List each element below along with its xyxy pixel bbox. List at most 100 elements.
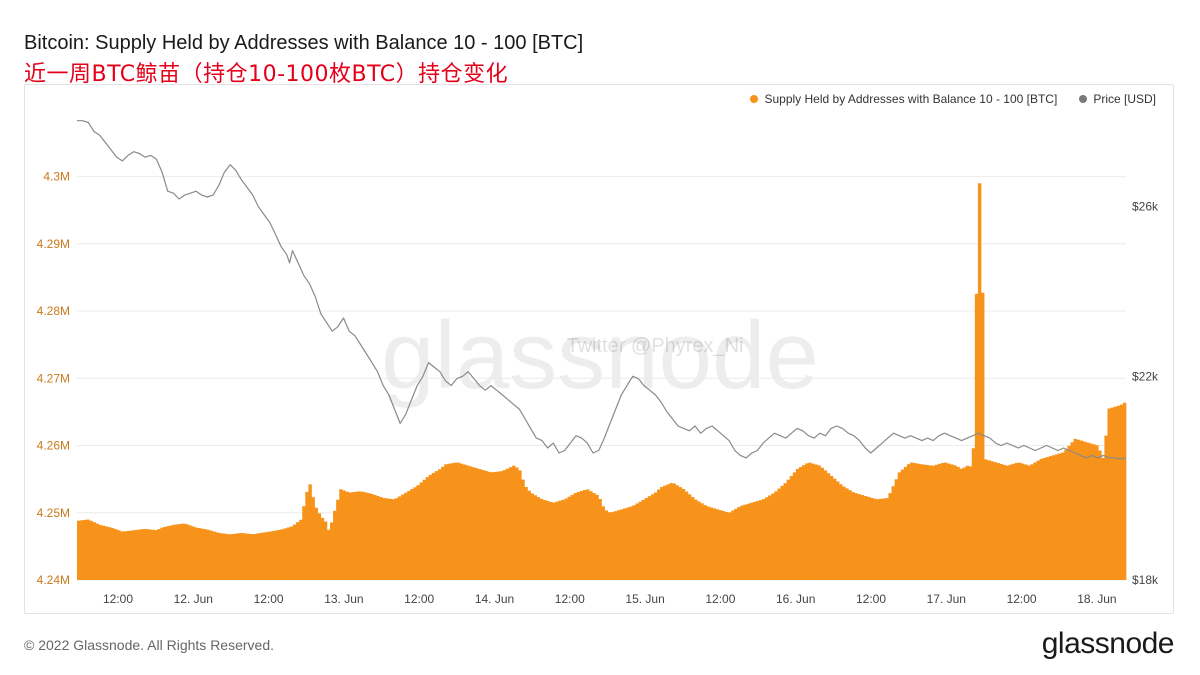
supply-bar xyxy=(144,529,149,580)
supply-bar xyxy=(919,464,923,580)
supply-bar xyxy=(370,493,374,580)
supply-bar xyxy=(694,499,698,580)
supply-bar xyxy=(302,506,306,580)
supply-bar xyxy=(1073,438,1077,580)
supply-bar xyxy=(740,505,744,580)
supply-bar xyxy=(268,531,272,580)
supply-bar xyxy=(181,523,186,580)
price-legend-dot xyxy=(1079,95,1088,103)
supply-bar xyxy=(604,510,609,580)
supply-bar xyxy=(758,500,763,580)
x-tick-label: 12:00 xyxy=(103,592,133,606)
supply-bar xyxy=(249,534,254,580)
supply-bar xyxy=(579,490,584,580)
supply-bar xyxy=(1039,458,1044,580)
right-tick-label: $22k xyxy=(1132,369,1159,383)
supply-bar xyxy=(166,526,170,580)
supply-bar xyxy=(255,533,260,580)
supply-bar xyxy=(900,469,905,580)
supply-bar xyxy=(450,463,454,580)
supply-bar xyxy=(937,463,942,580)
supply-bar xyxy=(641,499,646,580)
supply-bar xyxy=(1079,440,1084,580)
supply-bar xyxy=(848,490,852,580)
supply-bar xyxy=(135,529,140,580)
supply-bar xyxy=(916,463,920,580)
supply-bar xyxy=(391,499,396,580)
supply-bar xyxy=(650,494,655,580)
watermark-handle: Twitter @Phyrex_Ni xyxy=(566,335,743,357)
x-axis-ticks: 12:00 12. Jun 12:00 13. Jun 12:00 14. Jun 12:0… xyxy=(103,592,1117,606)
supply-bar xyxy=(780,485,784,580)
supply-bar xyxy=(866,496,871,580)
supply-bar xyxy=(1067,445,1071,580)
legend-item-supply[interactable]: Supply Held by Addresses with Balance 10… xyxy=(750,92,1057,106)
supply-bar xyxy=(906,464,911,580)
supply-bar xyxy=(672,483,676,580)
supply-bar xyxy=(98,524,103,580)
supply-bar xyxy=(857,494,862,580)
supply-bar xyxy=(354,491,359,580)
supply-bar xyxy=(444,464,448,580)
supply-bar xyxy=(336,499,340,580)
supply-bar xyxy=(638,501,642,580)
supply-bar xyxy=(407,490,411,580)
supply-bar xyxy=(666,484,670,580)
supply-bar xyxy=(644,498,649,580)
supply-bar xyxy=(657,489,661,580)
supply-bar xyxy=(515,467,519,580)
supply-bar xyxy=(1119,404,1124,580)
supply-bar xyxy=(163,526,167,580)
supply-bar xyxy=(1107,408,1111,580)
supply-bar xyxy=(971,448,976,580)
supply-bar xyxy=(360,491,365,580)
supply-bar xyxy=(999,463,1003,580)
x-tick-label: 12. Jun xyxy=(174,592,213,606)
supply-bar xyxy=(437,469,442,580)
supply-bar xyxy=(869,497,874,580)
supply-bar xyxy=(212,531,217,580)
supply-bar xyxy=(77,520,81,580)
watermark: glassnode Twitter @Phyrex_Ni xyxy=(381,302,819,409)
supply-bar xyxy=(385,498,389,580)
supply-bar xyxy=(980,292,985,580)
supply-bar xyxy=(314,507,319,580)
supply-bar xyxy=(558,500,562,580)
supply-bar xyxy=(157,529,161,580)
supply-bar xyxy=(367,493,371,580)
supply-bar xyxy=(863,495,868,580)
supply-bar xyxy=(616,510,621,580)
supply-bar xyxy=(934,464,939,580)
x-tick-label: 18. Jun xyxy=(1077,592,1116,606)
supply-bar xyxy=(86,519,90,580)
supply-bar xyxy=(151,529,155,580)
x-tick-label: 12:00 xyxy=(1007,592,1037,606)
supply-bar xyxy=(311,497,315,580)
supply-bar xyxy=(456,462,460,580)
supply-bar xyxy=(832,478,837,580)
supply-bar xyxy=(789,476,794,580)
legend-item-price[interactable]: Price [USD] xyxy=(1079,92,1156,106)
supply-bar xyxy=(1027,465,1031,580)
supply-bar xyxy=(107,527,112,580)
supply-bar xyxy=(481,469,485,580)
supply-bar xyxy=(1024,464,1028,580)
supply-bar xyxy=(1005,465,1010,580)
x-tick-label: 12:00 xyxy=(404,592,434,606)
supply-bar xyxy=(940,462,945,580)
supply-bar xyxy=(718,510,723,580)
supply-bar xyxy=(1095,445,1099,580)
supply-bar xyxy=(527,490,531,580)
supply-bar xyxy=(851,492,855,580)
supply-bar xyxy=(175,524,180,580)
supply-bar xyxy=(592,493,596,580)
supply-bar xyxy=(1030,464,1034,580)
supply-bar xyxy=(635,503,639,580)
supply-bar xyxy=(524,487,528,580)
supply-bar xyxy=(292,524,297,580)
supply-bar xyxy=(141,529,146,580)
supply-bar xyxy=(496,471,501,580)
supply-bar xyxy=(947,463,951,580)
supply-bar xyxy=(228,534,232,580)
